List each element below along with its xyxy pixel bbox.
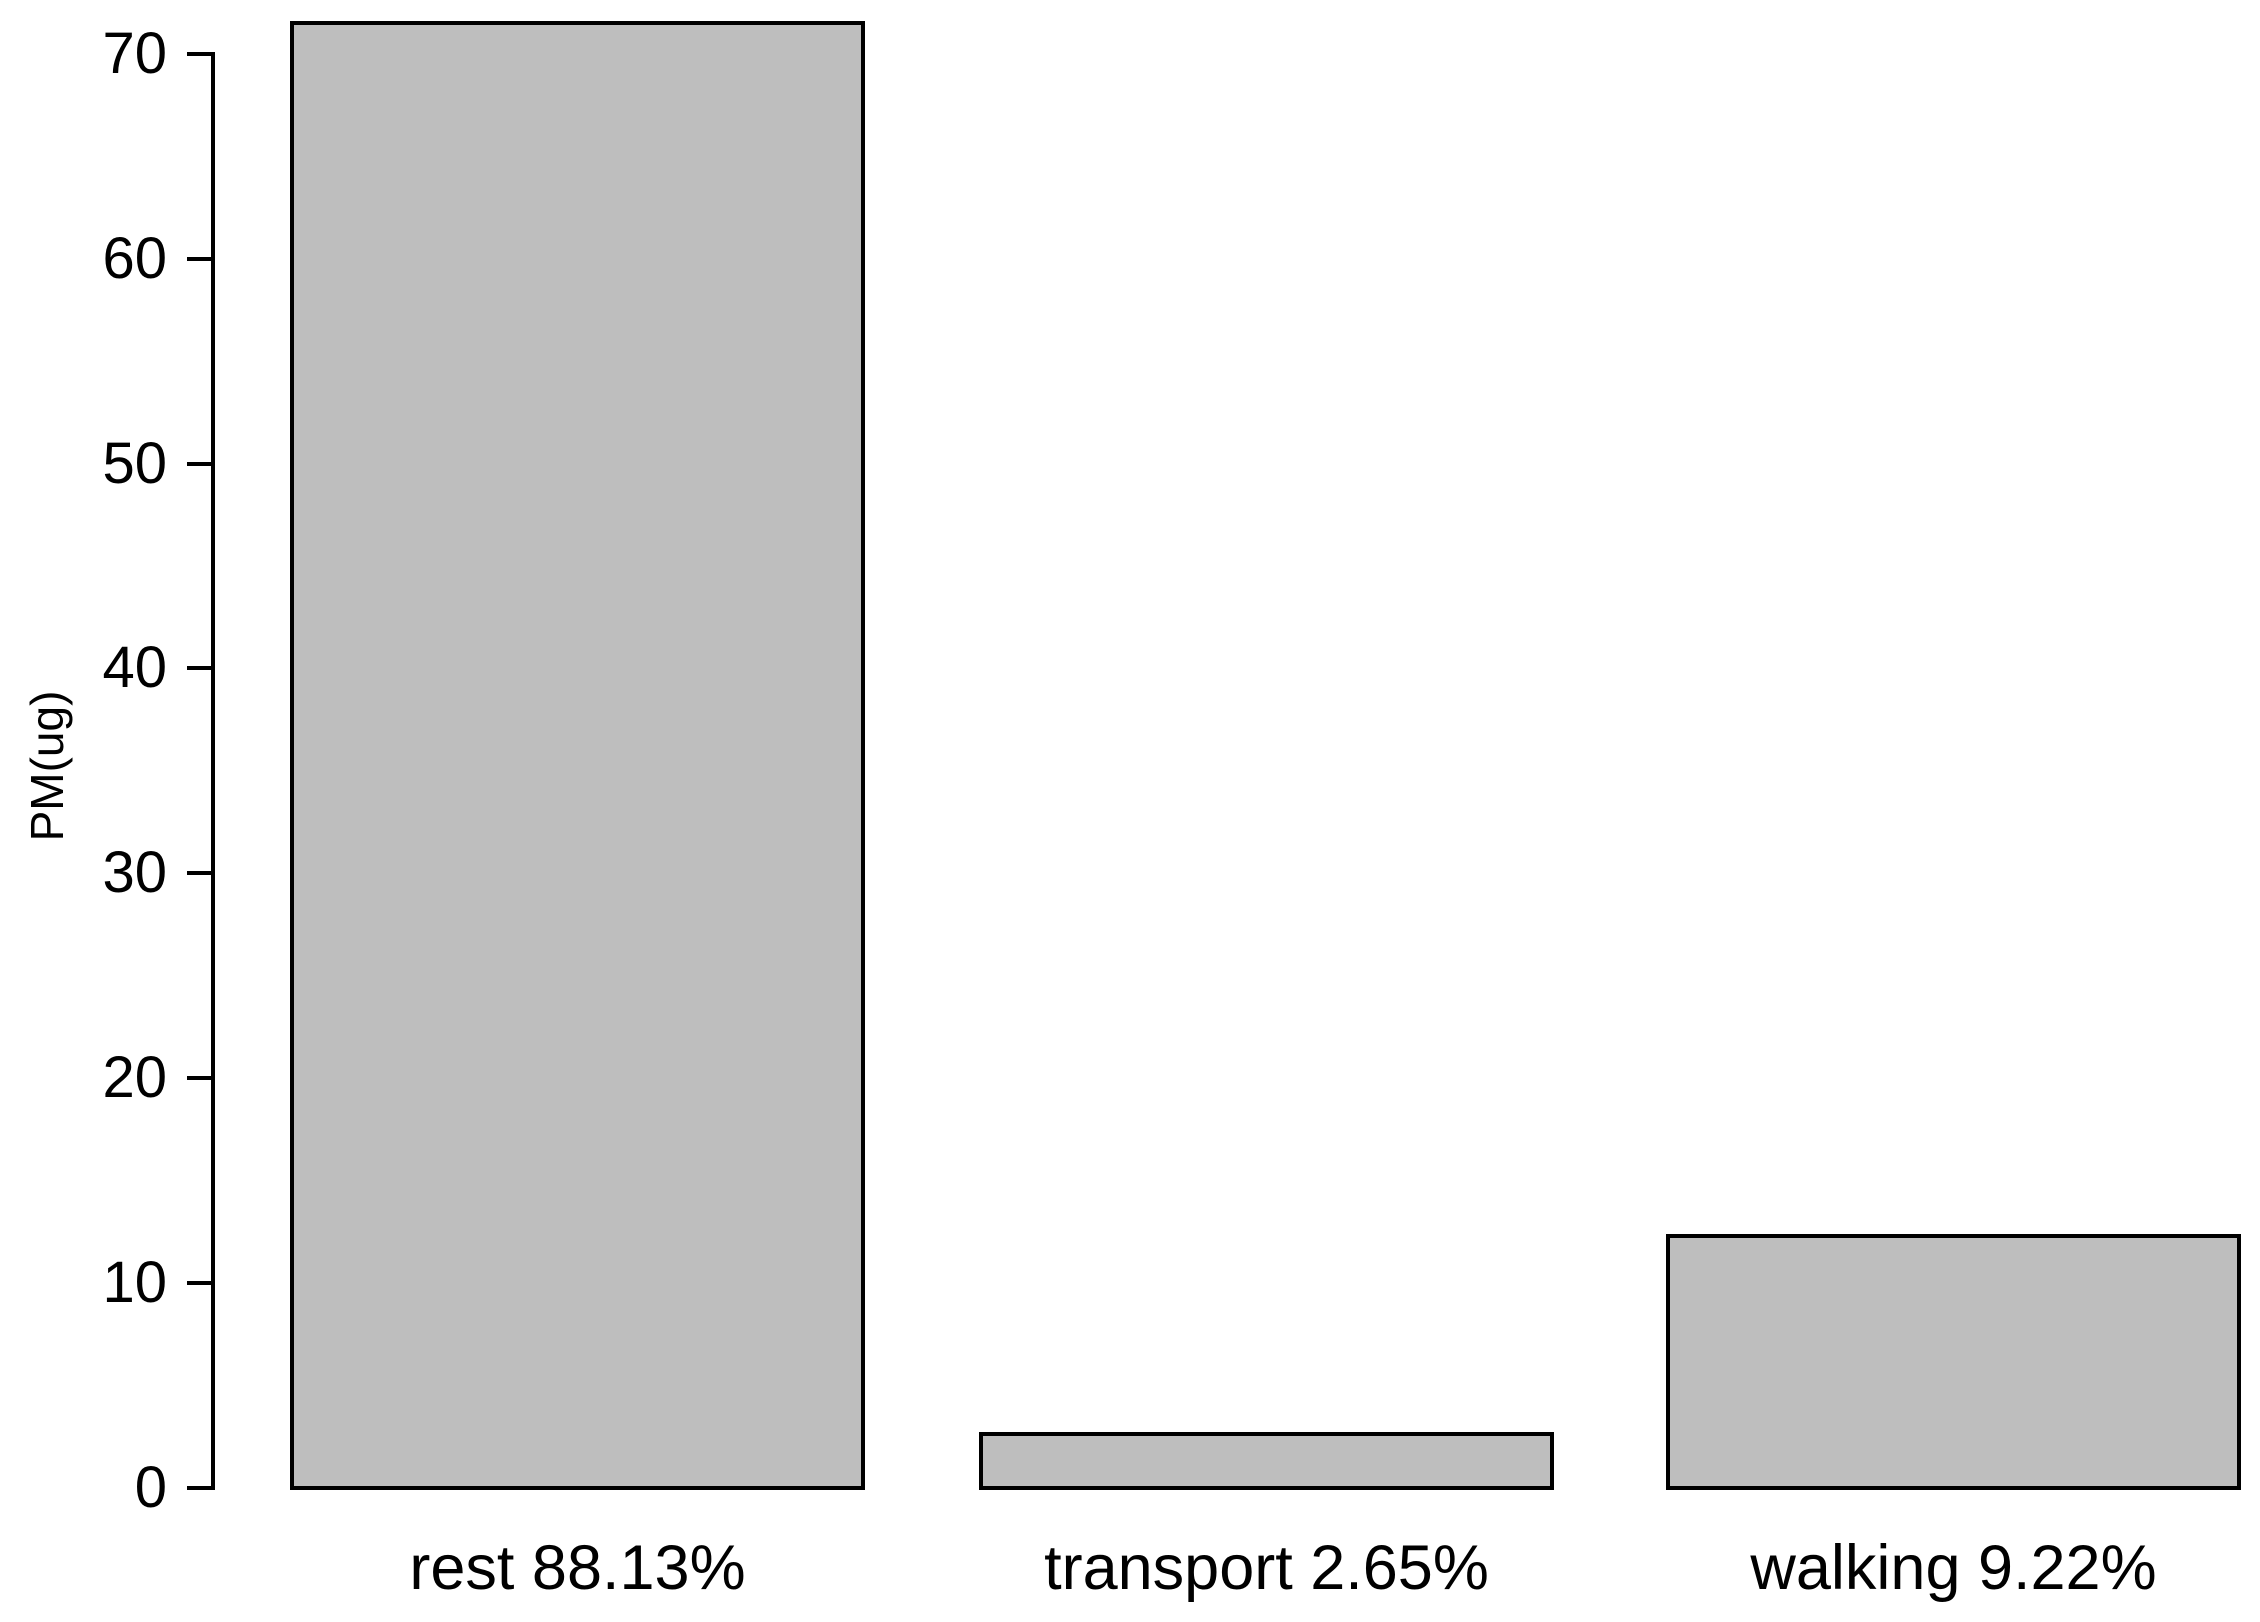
y-tick-mark <box>187 256 213 261</box>
y-tick-label: 50 <box>102 430 167 496</box>
y-tick-label: 70 <box>102 20 167 86</box>
y-tick-label: 60 <box>102 225 167 291</box>
y-tick-label: 30 <box>102 840 167 906</box>
y-axis-line <box>211 51 215 1490</box>
y-tick-mark <box>187 871 213 876</box>
bar-rest <box>290 20 865 1490</box>
x-label-walking: walking 9.22% <box>1750 1533 2157 1603</box>
bar-walking <box>1666 1233 2241 1490</box>
x-label-rest: rest 88.13% <box>409 1533 746 1603</box>
y-axis-title: PM(ug) <box>21 690 73 842</box>
y-tick-label: 20 <box>102 1045 167 1111</box>
y-tick-label: 10 <box>102 1250 167 1316</box>
x-label-transport: transport 2.65% <box>1044 1533 1489 1603</box>
y-tick-mark <box>187 666 213 671</box>
y-tick-mark <box>187 1486 213 1490</box>
y-tick-mark <box>187 461 213 466</box>
y-tick-mark <box>187 1076 213 1081</box>
bar-transport <box>979 1431 1554 1490</box>
y-tick-mark <box>187 1281 213 1286</box>
y-tick-label: 0 <box>134 1455 167 1520</box>
y-tick-label: 40 <box>102 635 167 701</box>
y-tick-mark <box>187 51 213 56</box>
